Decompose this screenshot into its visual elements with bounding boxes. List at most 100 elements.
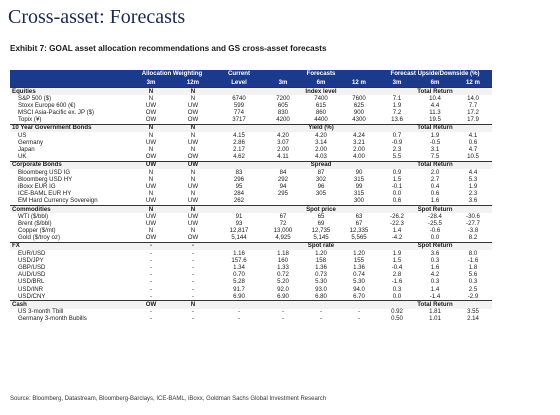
upside-3m: 1.9 [392, 101, 402, 109]
asset-name: USD/INR [18, 285, 44, 293]
upside-6m: -25.5 [428, 219, 442, 227]
alloc-12m: OW [187, 234, 199, 242]
forecast-12m: 300 [353, 197, 365, 205]
upside-6m: -28.4 [428, 212, 442, 220]
forecast-6m: 87 [317, 168, 325, 176]
section-blank [214, 300, 264, 309]
upside-12m: -1.6 [467, 256, 479, 264]
alloc-3m: UW [145, 212, 157, 220]
upside-3m: 1.5 [392, 175, 402, 183]
section-header-row: Equities N N Index level Total Return [10, 87, 492, 96]
upside-12m: 1.9 [468, 182, 478, 190]
upside-6m: 3.6 [430, 249, 440, 257]
forecast-3m: 605 [277, 101, 289, 109]
forecast-12m: 63 [355, 212, 363, 220]
forecast-3m: 4.20 [277, 131, 289, 139]
upside-12m: 4.7 [468, 146, 478, 154]
page-title: Cross-asset: Forecasts [8, 6, 186, 28]
header-current: Current [214, 70, 264, 79]
alloc-3m: UW [145, 101, 157, 109]
forecast-6m: 2.00 [315, 146, 327, 154]
asset-name: AUD/USD [18, 271, 46, 279]
upside-6m: 0.3 [430, 256, 440, 264]
asset-name: Germany [18, 138, 44, 146]
header-blank [10, 70, 130, 79]
upside-3m: -1.6 [391, 278, 403, 286]
upside-3m: 0.9 [392, 168, 402, 176]
upside-3m: 1.9 [392, 249, 402, 257]
upside-3m: -0.4 [391, 264, 403, 272]
upside-6m: 1.9 [430, 131, 440, 139]
section-blank [214, 87, 264, 96]
upside-3m: -26.2 [390, 212, 404, 220]
forecast-6m: 69 [317, 219, 325, 227]
forecast-12m: - [357, 315, 361, 323]
forecast-3m: 0.72 [277, 271, 289, 279]
section-forecast-unit: Index level [264, 87, 378, 96]
upside-6m: 2.7 [430, 175, 440, 183]
forecast-6m: 5.30 [315, 278, 327, 286]
forecast-6m: 4400 [314, 116, 328, 124]
alloc-12m: - [191, 264, 195, 272]
upside-12m: 17.9 [467, 116, 479, 124]
forecast-3m: 292 [277, 175, 289, 183]
asset-name: US [18, 131, 27, 139]
forecast-6m: 158 [315, 256, 327, 264]
alloc-12m: N [190, 175, 196, 183]
forecast-6m: - [319, 308, 323, 316]
asset-name: USD/CNY [18, 292, 46, 300]
forecast-6m: 4.03 [315, 153, 327, 161]
alloc-12m: OW [187, 116, 199, 124]
table-row: EUR/USD - - 1.16 1.18 1.20 1.20 1.9 3.6 8.0 [10, 250, 492, 257]
table-row: GBP/USD - - 1.34 1.33 1.36 1.36 -0.4 1.6 1.8 [10, 264, 492, 272]
upside-12m: -2.9 [467, 292, 479, 300]
section-name: FX [10, 241, 130, 251]
forecast-3m: 72 [279, 219, 287, 227]
current-level: 296 [233, 175, 245, 183]
alloc-12m: UW [187, 219, 199, 227]
asset-name: iBoxx EUR IG [18, 182, 56, 190]
forecast-12m: 12,335 [349, 227, 369, 235]
current-level: 83 [235, 168, 243, 176]
forecast-3m: - [281, 315, 285, 323]
table-row: Stoxx Europe 600 (€) UW UW 599 605 615 625 1.9 4… [10, 102, 492, 109]
upside-6m: 1.6 [430, 197, 440, 205]
section-forecast-unit: Spot price [264, 205, 378, 214]
forecast-12m: 94.0 [353, 285, 365, 293]
alloc-12m: UW [187, 182, 199, 190]
section-header-row: Corporate Bonds UW UW Spread Total Return [10, 160, 492, 170]
upside-6m: -0.6 [429, 227, 441, 235]
asset-name: EUR/USD [18, 249, 46, 257]
upside-12m: -27.7 [466, 219, 480, 227]
alloc-12m: UW [187, 212, 199, 220]
section-forecast-unit: Yield (%) [264, 123, 378, 133]
forecast-3m: 4,925 [275, 234, 291, 242]
asset-name: USD/BRL [18, 278, 45, 286]
current-level: 6.90 [233, 292, 245, 300]
source-note: Source: Bloomberg, Datastream, Bloomberg… [10, 396, 327, 402]
section-alloc-3m: UW [130, 160, 172, 170]
asset-name: Copper ($/mt) [18, 227, 56, 235]
section-return-type: Spot Return [378, 241, 492, 251]
section-alloc-3m: - [130, 241, 172, 251]
upside-12m: 5.6 [468, 271, 478, 279]
forecast-6m: 0.73 [315, 271, 327, 279]
asset-name: S&P 500 ($) [18, 94, 52, 102]
upside-12m: 3.55 [467, 308, 479, 316]
alloc-3m: UW [145, 138, 157, 146]
header-alloc-12m: 12m [172, 79, 214, 88]
forecast-3m: 84 [279, 168, 287, 176]
table-row: iBoxx EUR IG UW UW 95 94 96 99 -0.1 0.4 1.9 [10, 183, 492, 190]
upside-12m: 8.0 [468, 249, 478, 257]
forecast-12m: 155 [353, 256, 365, 264]
upside-12m: 5.3 [468, 175, 478, 183]
upside-3m: 1.4 [392, 227, 402, 235]
forecast-3m: 830 [277, 109, 289, 117]
upside-6m: 10.4 [429, 94, 441, 102]
forecast-6m: 3.14 [315, 138, 327, 146]
upside-6m: 0.4 [430, 182, 440, 190]
forecast-3m [264, 198, 302, 206]
section-forecast-unit [264, 300, 378, 309]
section-blank [214, 123, 264, 133]
table-row: Bloomberg USD IG N N 83 84 87 90 0.9 2.0 4.4 [10, 169, 492, 176]
